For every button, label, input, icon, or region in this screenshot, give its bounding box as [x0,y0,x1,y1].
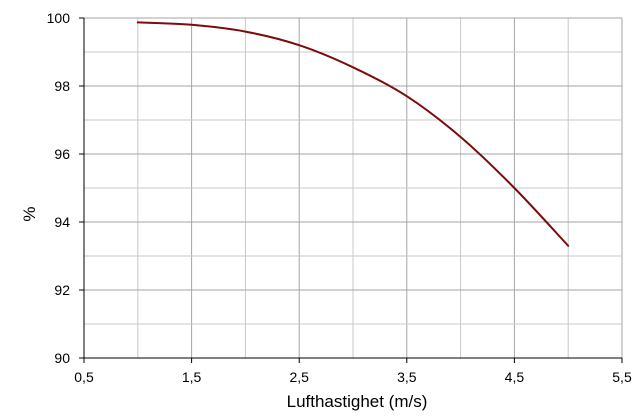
y-tick-label: 100 [47,10,71,26]
y-axis-title: % [20,206,39,221]
y-tick-label: 92 [54,282,70,298]
x-tick-label: 2,5 [289,369,309,385]
axes [79,17,623,363]
grid [83,17,623,359]
x-tick-labels: 0,5 1,5 2,5 3,5 4,5 5,5 [74,369,632,385]
y-tick-label: 90 [54,350,70,366]
y-tick-labels: 90 92 94 96 98 100 [47,10,71,366]
y-tick-label: 94 [54,214,70,230]
y-tick-label: 98 [54,78,70,94]
x-tick-label: 5,5 [612,369,632,385]
x-tick-label: 0,5 [74,369,94,385]
x-tick-label: 4,5 [505,369,525,385]
x-axis-title: Lufthastighet (m/s) [287,392,428,411]
x-tick-label: 3,5 [397,369,417,385]
x-tick-label: 1,5 [182,369,202,385]
series-layer [136,21,570,247]
series-line-0 [136,21,570,247]
y-tick-label: 96 [54,146,70,162]
